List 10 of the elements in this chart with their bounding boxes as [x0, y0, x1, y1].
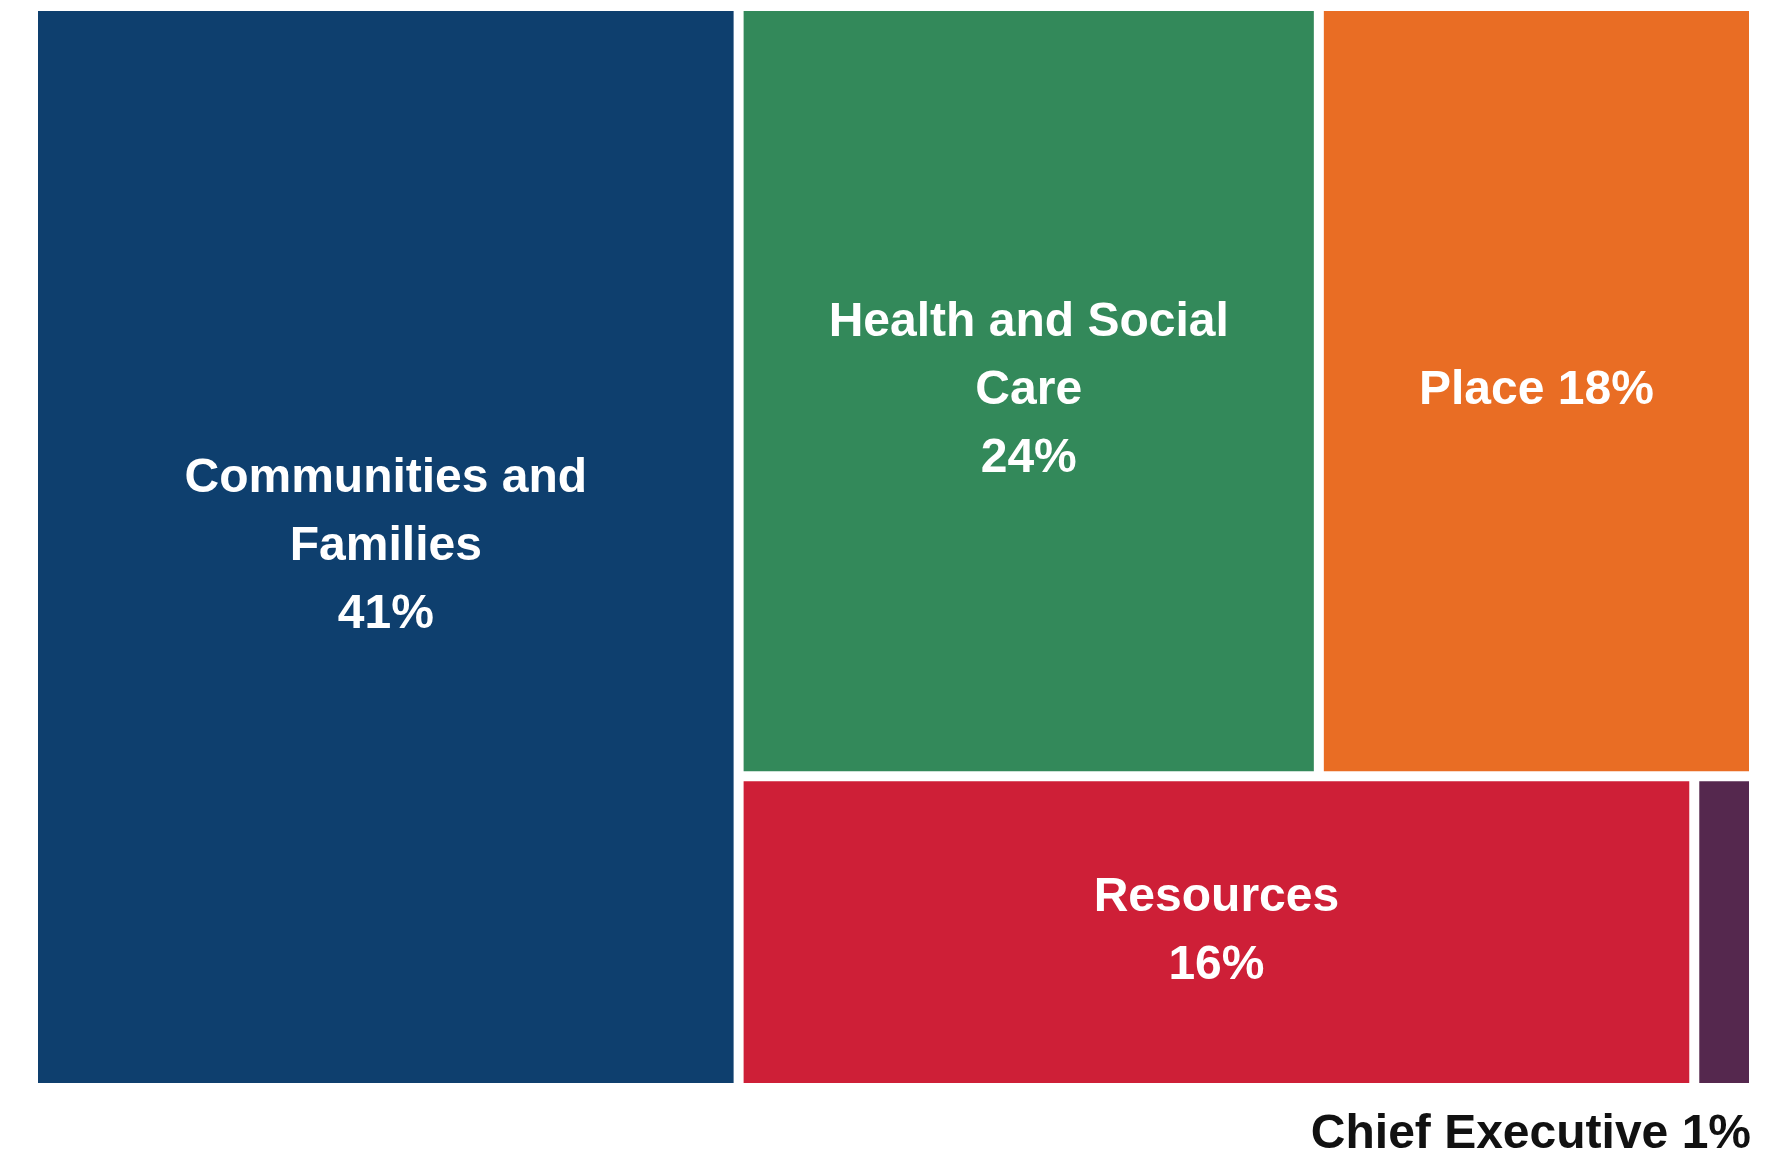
data-label: 16% — [1168, 936, 1265, 990]
category-label: Chief Executive — [1310, 1105, 1669, 1159]
data-label: 24% — [980, 429, 1077, 483]
data-label: 1% — [1681, 1105, 1751, 1159]
category-label: Health and Social Care — [828, 293, 1229, 415]
category-label: Communities and Families — [184, 449, 588, 571]
category-label: Place — [1418, 361, 1545, 415]
data-label: 18% — [1557, 361, 1654, 415]
data-label: 41% — [337, 585, 434, 639]
category-label: Resources — [1093, 868, 1340, 922]
